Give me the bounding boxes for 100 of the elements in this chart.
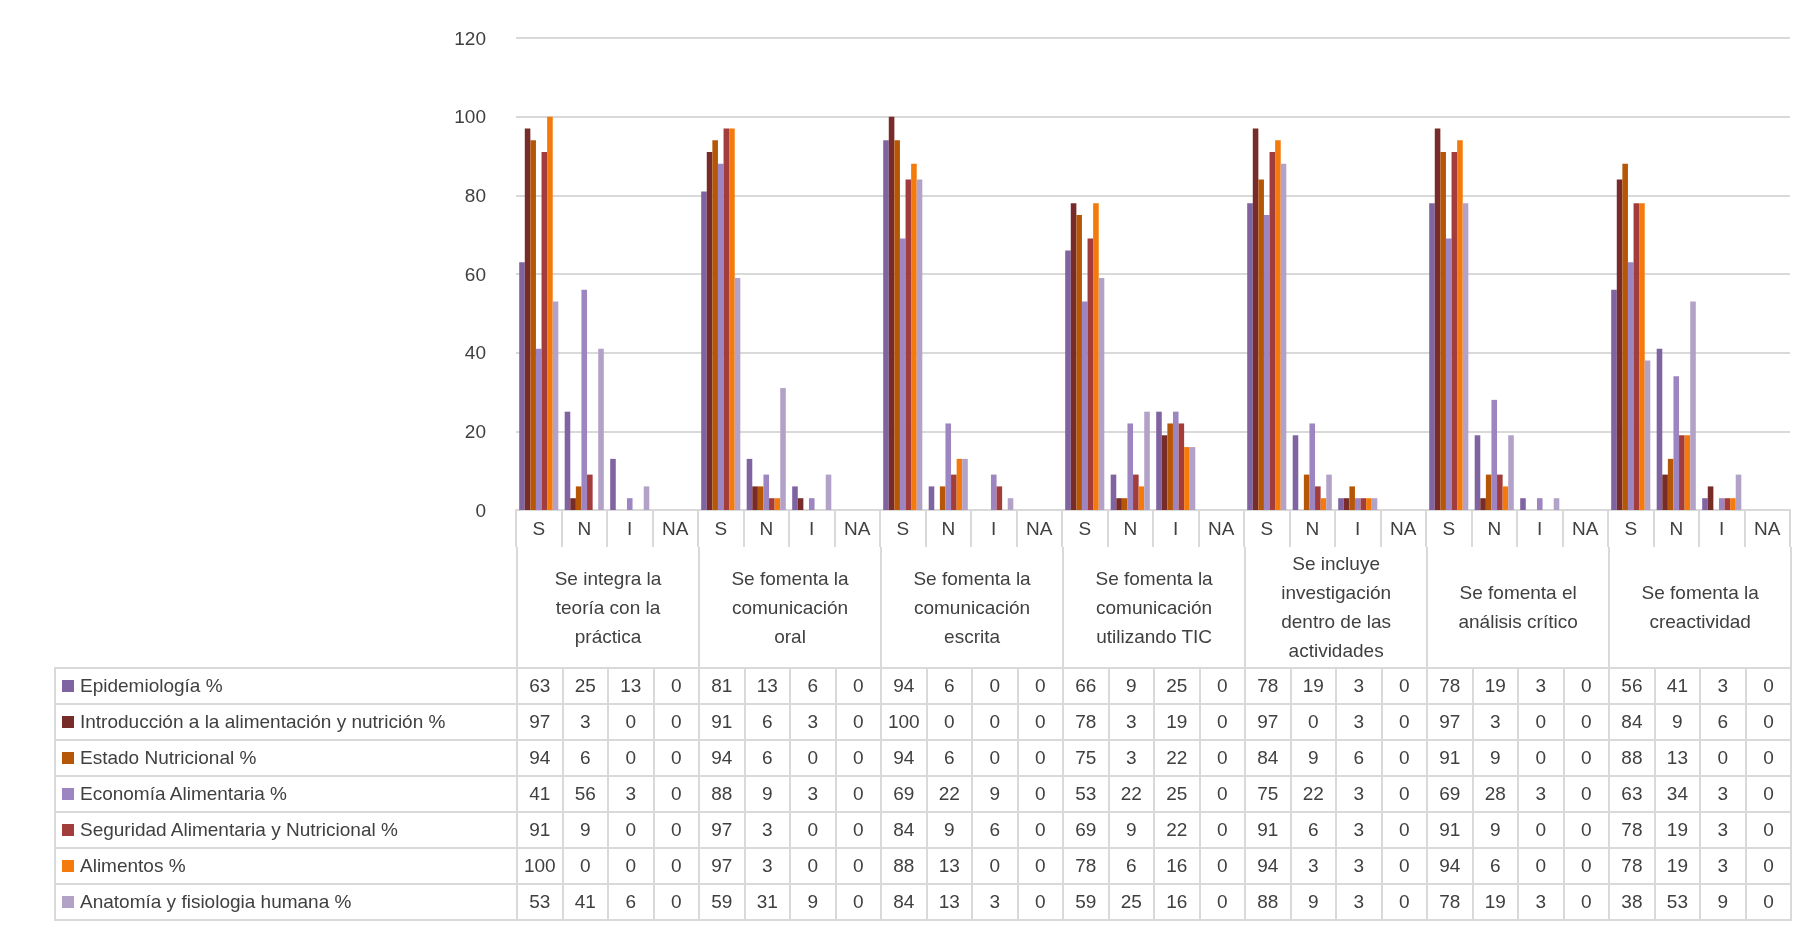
bar <box>1611 289 1617 510</box>
bar <box>570 498 576 510</box>
data-label: 6 <box>1472 848 1519 884</box>
legend-label: Anatomía y fisiologia humana % <box>55 884 517 920</box>
bar <box>712 140 718 510</box>
data-label: 16 <box>1154 848 1200 884</box>
data-label: 91 <box>1245 812 1291 848</box>
data-label: 0 <box>972 848 1018 884</box>
bar <box>792 486 798 510</box>
data-label: 0 <box>1518 848 1564 884</box>
data-label: 41 <box>1654 668 1701 704</box>
x-tick-label: N <box>1669 518 1684 539</box>
data-label: 0 <box>1518 812 1564 848</box>
bar <box>1633 203 1640 510</box>
bar <box>729 128 735 510</box>
bar <box>1121 498 1128 510</box>
data-label: 0 <box>1381 668 1428 704</box>
bar <box>1161 435 1168 510</box>
bar <box>797 498 804 510</box>
data-label: 6 <box>1108 848 1155 884</box>
data-label: 9 <box>1472 812 1519 848</box>
data-label: 0 <box>1017 668 1064 704</box>
x-tick-label: NA <box>1208 518 1235 539</box>
bar <box>1349 486 1355 510</box>
data-label: 0 <box>653 812 700 848</box>
bar <box>598 348 604 510</box>
bar <box>1457 140 1463 510</box>
data-label: 0 <box>1745 812 1792 848</box>
data-label: 94 <box>517 740 563 776</box>
bar <box>990 474 997 510</box>
legend-label: Epidemiología % <box>55 668 517 704</box>
data-label: 0 <box>1199 740 1246 776</box>
bar <box>757 486 764 510</box>
data-label: 88 <box>881 848 927 884</box>
data-label: 75 <box>1063 740 1109 776</box>
bar <box>1093 203 1099 510</box>
bar <box>626 498 633 510</box>
data-label: 0 <box>972 668 1018 704</box>
data-label: 25 <box>1108 884 1155 920</box>
x-tick-label: S <box>1624 518 1638 539</box>
data-label: 0 <box>653 740 700 776</box>
data-label: 6 <box>608 884 654 920</box>
x-tick-label: I <box>1173 518 1179 539</box>
data-label: 0 <box>1199 812 1246 848</box>
bar <box>1275 140 1281 510</box>
data-label: 59 <box>1063 884 1109 920</box>
y-tick-label: 60 <box>464 263 486 285</box>
x-tick-label: S <box>896 518 910 539</box>
bar <box>1690 301 1696 510</box>
data-label: 0 <box>835 776 882 812</box>
bar <box>808 498 815 510</box>
data-label: 97 <box>699 848 745 884</box>
data-label: 0 <box>608 848 654 884</box>
text: Se fomenta la comunicación oral <box>699 547 882 668</box>
bar <box>524 128 531 510</box>
data-label: 78 <box>1063 848 1109 884</box>
bar <box>1309 423 1316 510</box>
data-label: 9 <box>1108 668 1155 704</box>
data-label: 34 <box>1654 776 1701 812</box>
data-label: 0 <box>1199 668 1246 704</box>
data-label: 78 <box>1427 884 1473 920</box>
bar <box>928 486 935 510</box>
x-tick-label: NA <box>662 518 689 539</box>
legend-label: Introducción a la alimentación y nutrición % <box>55 704 517 740</box>
data-label: 0 <box>653 668 700 704</box>
data-label: 94 <box>1427 848 1473 884</box>
bar <box>939 486 946 510</box>
bar <box>1338 498 1344 510</box>
data-label: 97 <box>1427 704 1473 740</box>
data-label: 38 <box>1609 884 1655 920</box>
bar <box>547 116 553 510</box>
data-label: 13 <box>608 668 654 704</box>
data-label: 3 <box>1518 776 1564 812</box>
text: Se fomenta la comunicación escrita <box>881 547 1064 668</box>
x-tick-label: S <box>1442 518 1456 539</box>
data-label: 0 <box>608 740 654 776</box>
data-label: 53 <box>517 884 563 920</box>
x-tick-label: NA <box>1026 518 1053 539</box>
data-label: 0 <box>1199 776 1246 812</box>
data-label: 56 <box>562 776 608 812</box>
bar <box>1315 486 1321 510</box>
text: Se fomenta la comunicación utilizando TIC <box>1063 547 1246 668</box>
x-tick-label: N <box>577 518 592 539</box>
data-label: 19 <box>1472 668 1519 704</box>
data-label: 66 <box>1063 668 1109 704</box>
y-tick-label: 100 <box>454 106 486 128</box>
data-label: 91 <box>517 812 563 848</box>
data-label: 3 <box>972 884 1018 920</box>
data-label: 94 <box>699 740 745 776</box>
bar <box>1138 486 1145 510</box>
bar <box>763 474 770 510</box>
data-label: 25 <box>1154 668 1200 704</box>
bar <box>1144 411 1150 510</box>
data-label: 6 <box>562 740 608 776</box>
bar <box>1445 238 1452 510</box>
bar <box>1474 435 1481 510</box>
data-label: 97 <box>1245 704 1291 740</box>
data-label: 9 <box>926 812 973 848</box>
data-label: 3 <box>1518 668 1564 704</box>
data-label: 56 <box>1609 668 1655 704</box>
